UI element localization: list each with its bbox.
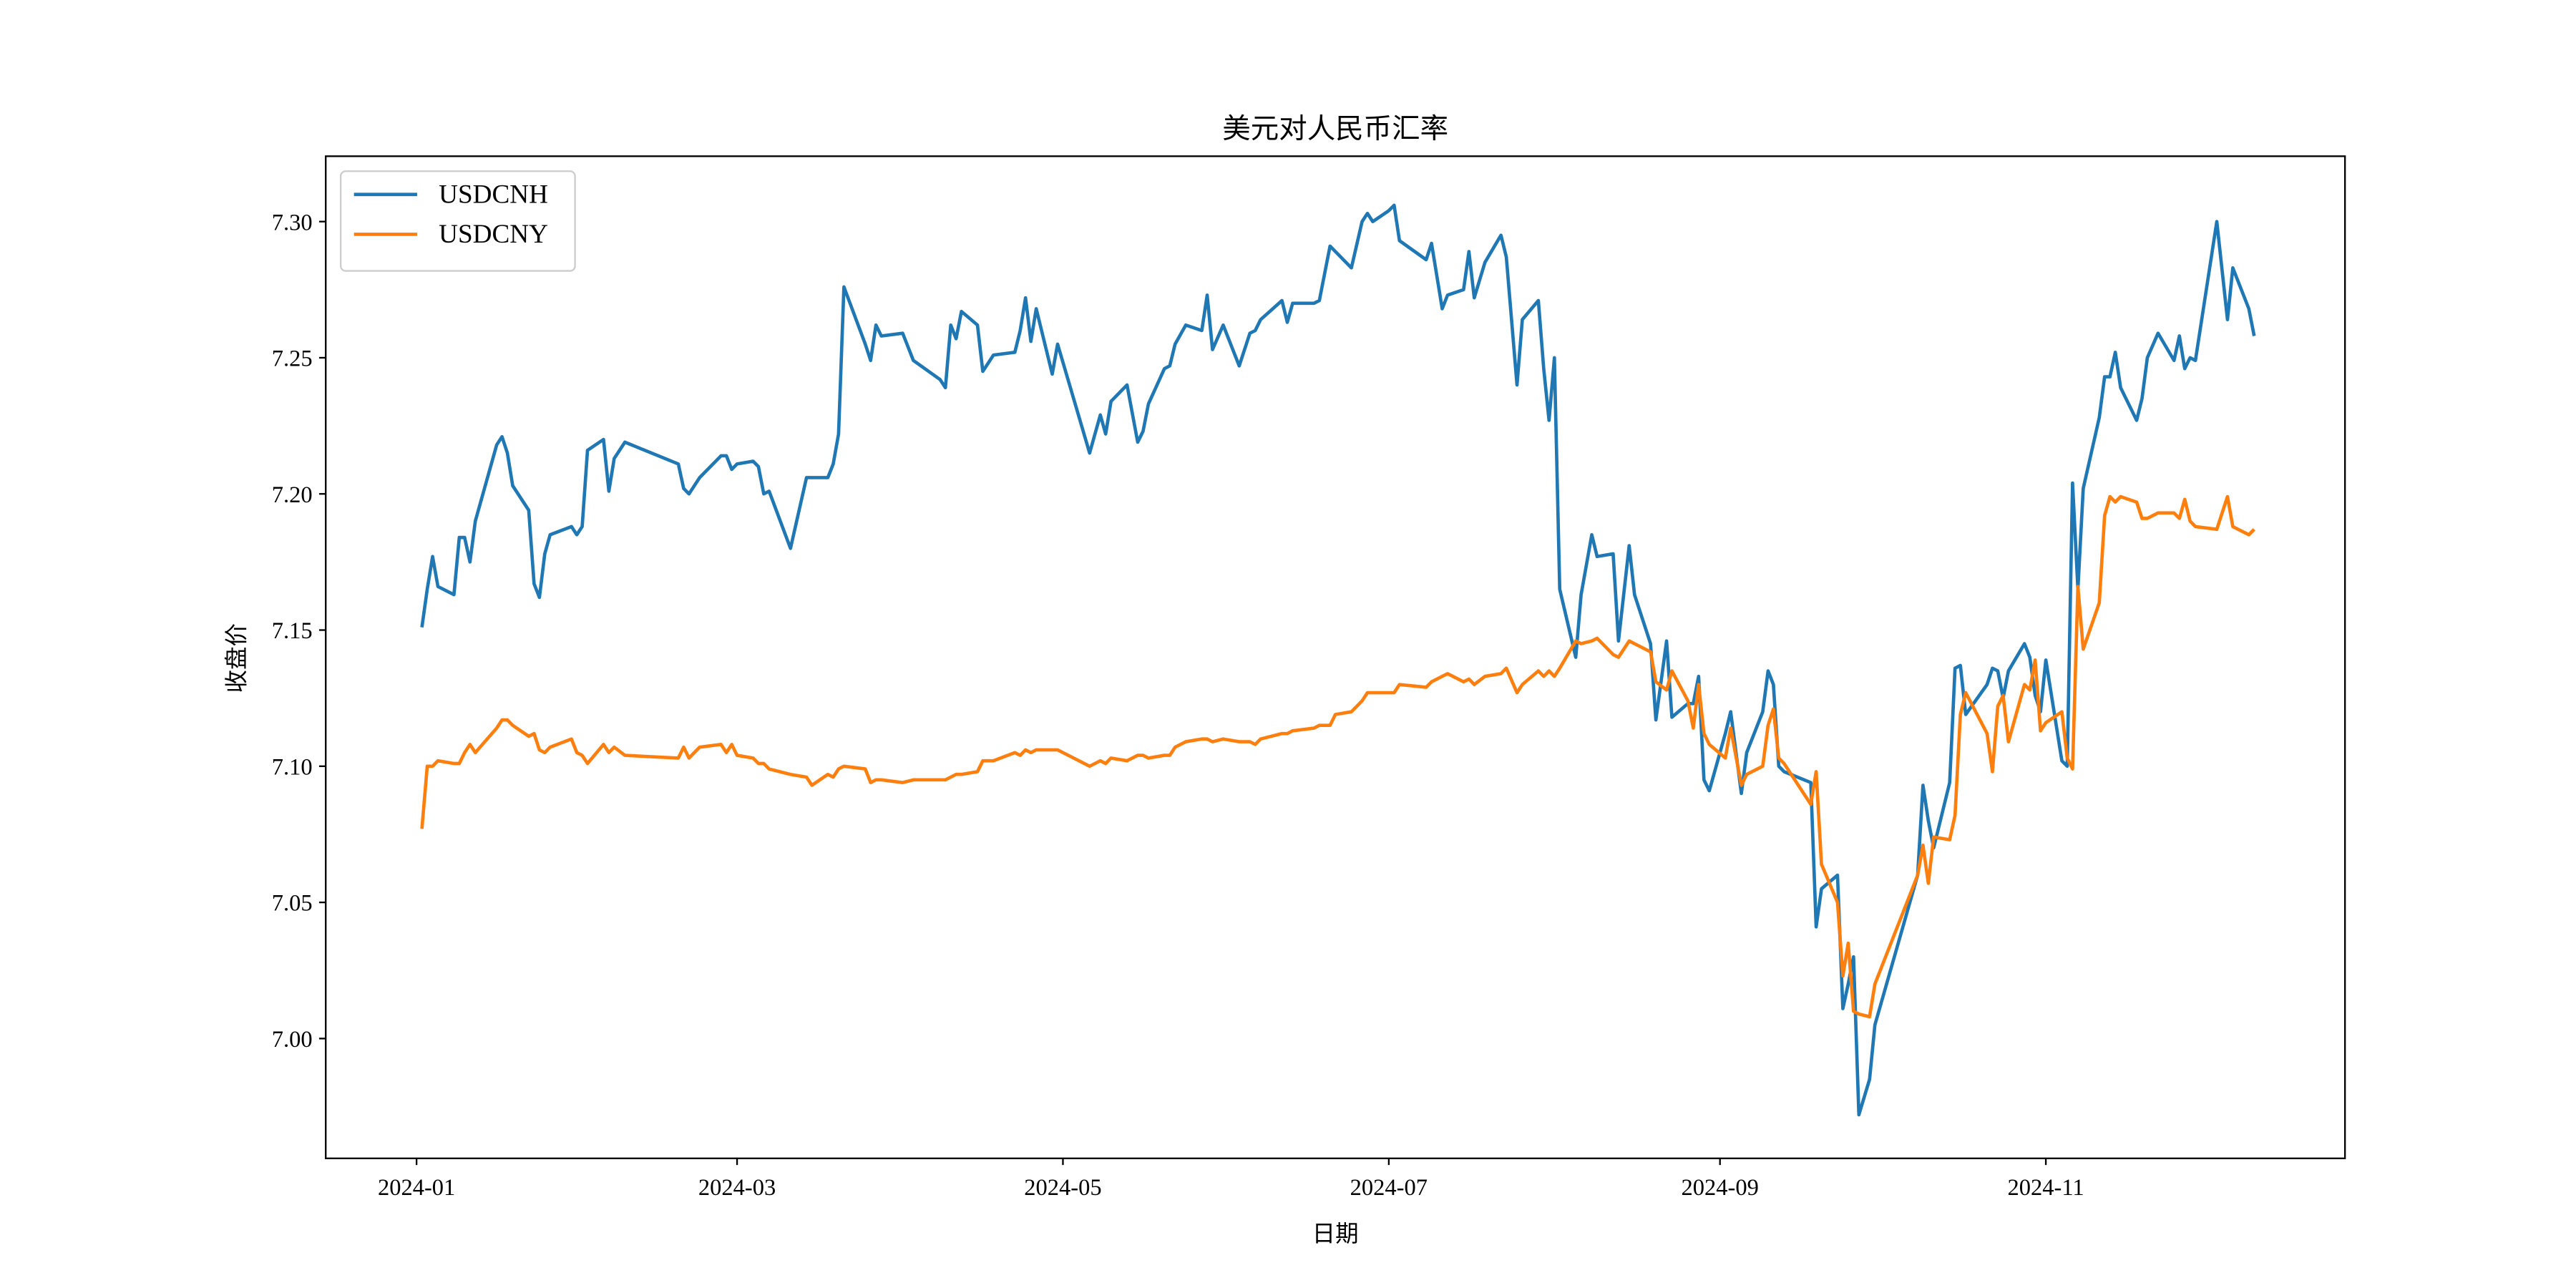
y-tick-label: 7.05 — [272, 891, 313, 917]
y-axis-label: 收盘价 — [223, 623, 250, 693]
y-tick-label: 7.00 — [272, 1027, 313, 1053]
legend-label: USDCNY — [439, 220, 548, 249]
line-series — [420, 494, 2255, 1019]
axes-frame — [325, 155, 2346, 1159]
plot-area: 7.00 7.05 7.10 7.15 7.20 7.25 7.30 2024-01 2024-… — [272, 203, 2256, 1201]
x-tick-label: 2024-01 — [378, 1175, 455, 1201]
chart-title: 美元对人民币汇率 — [1222, 113, 1448, 145]
x-tick-label: 2024-05 — [1024, 1175, 1101, 1201]
y-tick-label: 7.10 — [272, 754, 313, 780]
x-tick-label: 2024-07 — [1350, 1175, 1428, 1201]
y-tick-label: 7.20 — [272, 482, 313, 508]
y-tick-label: 7.30 — [272, 210, 313, 235]
x-tick-label: 2024-03 — [698, 1175, 776, 1201]
y-tick-label: 7.15 — [272, 618, 313, 644]
x-tick-label: 2024-11 — [2008, 1175, 2084, 1201]
legend-label: USDCNH — [439, 180, 548, 209]
x-tick-label: 2024-09 — [1682, 1175, 1759, 1201]
line-series — [420, 203, 2256, 1117]
y-tick-label: 7.25 — [272, 346, 313, 372]
x-axis-label: 日期 — [1312, 1221, 1359, 1247]
legend: USDCNH USDCNY — [339, 170, 576, 272]
